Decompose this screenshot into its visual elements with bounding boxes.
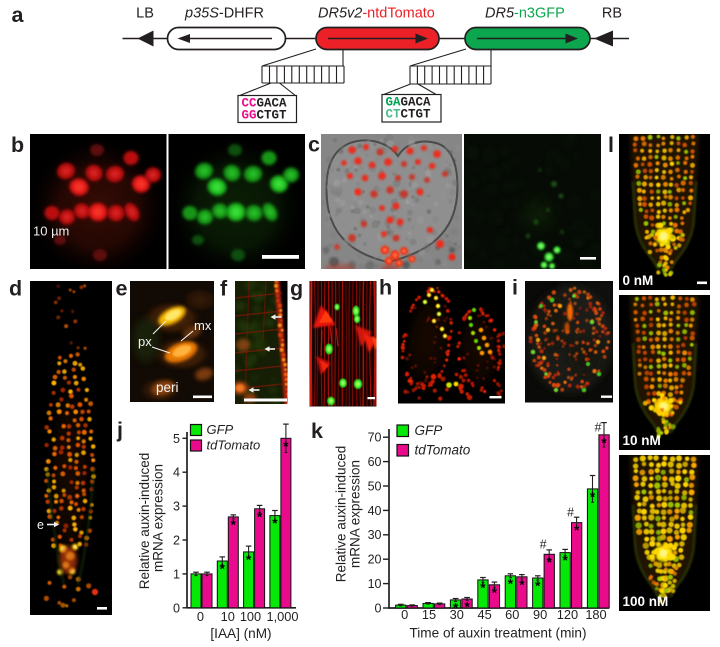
svg-text:GAGACA: GAGACA [386,96,432,110]
svg-text:mRNA expression: mRNA expression [348,460,363,568]
svg-text:0: 0 [401,607,408,622]
svg-text:peri: peri [156,380,179,395]
svg-text:*: * [453,600,459,615]
svg-text:mx: mx [194,318,212,333]
svg-text:Relative auxin-induced: Relative auxin-induced [334,446,349,583]
svg-text:10: 10 [368,577,382,591]
svg-text:50: 50 [368,479,382,493]
svg-text:*: * [562,553,568,568]
svg-text:[IAA] (nM): [IAA] (nM) [210,626,271,641]
svg-text:10 nM: 10 nM [623,433,661,448]
svg-text:*: * [231,517,237,532]
svg-text:RB: RB [602,6,622,22]
svg-text:*: * [480,580,486,595]
svg-text:0: 0 [375,601,382,615]
svg-text:tdTomato: tdTomato [207,438,261,453]
svg-text:*: * [464,600,470,615]
svg-text:b: b [11,133,24,157]
svg-text:*: * [508,576,514,591]
svg-text:60: 60 [368,455,382,469]
svg-text:e: e [37,518,44,532]
svg-text:30: 30 [368,528,382,542]
svg-text:*: * [220,562,226,577]
svg-text:20: 20 [368,553,382,567]
svg-text:*: * [601,435,607,450]
svg-text:100 nM: 100 nM [623,594,669,609]
svg-text:e: e [116,277,128,301]
svg-text:Time of auxin treatment (min): Time of auxin treatment (min) [409,626,586,641]
svg-text:*: * [519,577,525,592]
svg-text:0 nM: 0 nM [623,273,654,288]
svg-text:*: * [492,585,498,600]
svg-text:70: 70 [368,431,382,445]
svg-text:l: l [608,133,614,157]
svg-text:2: 2 [173,534,180,548]
svg-text:10 µm: 10 µm [33,224,69,239]
svg-text:GGCTGT: GGCTGT [242,109,288,123]
svg-text:1,000: 1,000 [266,609,298,624]
svg-text:*: * [574,523,580,538]
svg-text:5: 5 [173,432,180,446]
svg-text:#: # [594,421,602,435]
svg-text:j: j [116,418,123,442]
svg-text:f: f [220,277,228,301]
svg-text:3: 3 [173,500,180,514]
svg-text:*: * [535,579,541,594]
svg-text:mRNA expression: mRNA expression [151,464,166,572]
svg-text:GFP: GFP [415,423,443,438]
svg-text:CCGACA: CCGACA [242,97,288,111]
svg-text:Relative auxin-induced: Relative auxin-induced [137,453,152,590]
svg-text:*: * [590,489,596,504]
svg-text:#: # [567,506,575,520]
svg-text:CTCTGT: CTCTGT [386,108,432,122]
svg-text:d: d [9,277,22,301]
svg-text:90: 90 [533,607,547,622]
svg-text:DR5-n3GFP: DR5-n3GFP [485,6,565,22]
svg-text:15: 15 [422,607,436,622]
svg-text:i: i [512,276,518,300]
svg-text:*: * [246,552,252,567]
svg-text:0: 0 [197,609,204,624]
svg-text:30: 30 [450,607,464,622]
svg-text:*: * [547,555,553,570]
svg-text:120: 120 [557,607,578,622]
svg-text:h: h [379,276,392,300]
svg-text:c: c [308,133,320,157]
svg-text:tdTomato: tdTomato [415,442,471,457]
svg-text:a: a [12,3,25,27]
svg-text:45: 45 [477,607,491,622]
svg-text:*: * [257,509,263,524]
svg-text:DR5v2-ntdTomato: DR5v2-ntdTomato [318,6,435,22]
svg-text:*: * [283,439,289,454]
svg-text:4: 4 [173,466,180,480]
svg-text:40: 40 [368,504,382,518]
svg-text:p35S-DHFR: p35S-DHFR [184,6,264,22]
svg-text:GFP: GFP [207,422,234,437]
svg-text:0: 0 [173,601,180,615]
svg-text:k: k [311,419,323,443]
svg-text:100: 100 [240,609,261,624]
svg-text:#: # [540,538,548,552]
svg-text:LB: LB [136,6,154,22]
svg-text:1: 1 [173,567,180,581]
svg-text:px: px [138,334,152,349]
svg-text:10: 10 [221,609,235,624]
svg-text:g: g [290,277,303,301]
svg-text:*: * [272,516,278,531]
svg-text:60: 60 [505,607,519,622]
svg-text:180: 180 [585,607,606,622]
